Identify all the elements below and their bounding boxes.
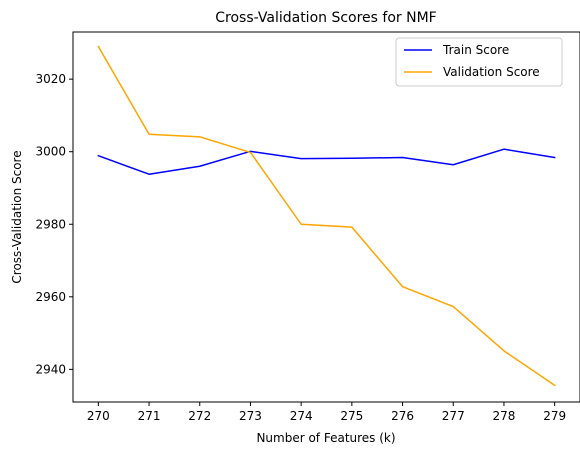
x-tick-label: 270 xyxy=(87,409,110,423)
y-tick-label: 2940 xyxy=(35,362,66,376)
series-line-1 xyxy=(97,45,556,387)
plot-area xyxy=(72,31,580,403)
y-tick-label: 2960 xyxy=(35,290,66,304)
chart-title: Cross-Validation Scores for NMF xyxy=(215,10,436,26)
legend-label: Train Score xyxy=(442,43,509,57)
legend-label: Validation Score xyxy=(443,65,540,79)
y-axis: 2940 2960 2980 3000 3020 xyxy=(35,72,73,376)
y-tick-label: 3000 xyxy=(35,145,66,159)
series-line-0 xyxy=(97,148,556,175)
x-tick-label: 275 xyxy=(340,409,363,423)
x-tick-label: 271 xyxy=(138,409,161,423)
y-tick-label: 3020 xyxy=(35,72,66,86)
x-tick-label: 277 xyxy=(442,409,465,423)
y-tick-label: 2980 xyxy=(35,217,66,231)
x-axis: 270 271 272 273 274 275 276 277 278 279 xyxy=(87,402,566,423)
plot-frame xyxy=(72,31,580,403)
x-tick-label: 273 xyxy=(239,409,262,423)
x-tick-label: 276 xyxy=(391,409,414,423)
x-axis-label: Number of Features (k) xyxy=(256,431,395,445)
x-tick-label: 278 xyxy=(492,409,515,423)
x-tick-label: 272 xyxy=(188,409,211,423)
legend-box xyxy=(395,37,563,87)
series-lines xyxy=(97,45,556,387)
x-tick-label: 274 xyxy=(290,409,313,423)
x-tick-label: 279 xyxy=(543,409,566,423)
y-axis-label: Cross-Validation Score xyxy=(10,150,24,283)
legend: Train Score Validation Score xyxy=(395,37,563,87)
